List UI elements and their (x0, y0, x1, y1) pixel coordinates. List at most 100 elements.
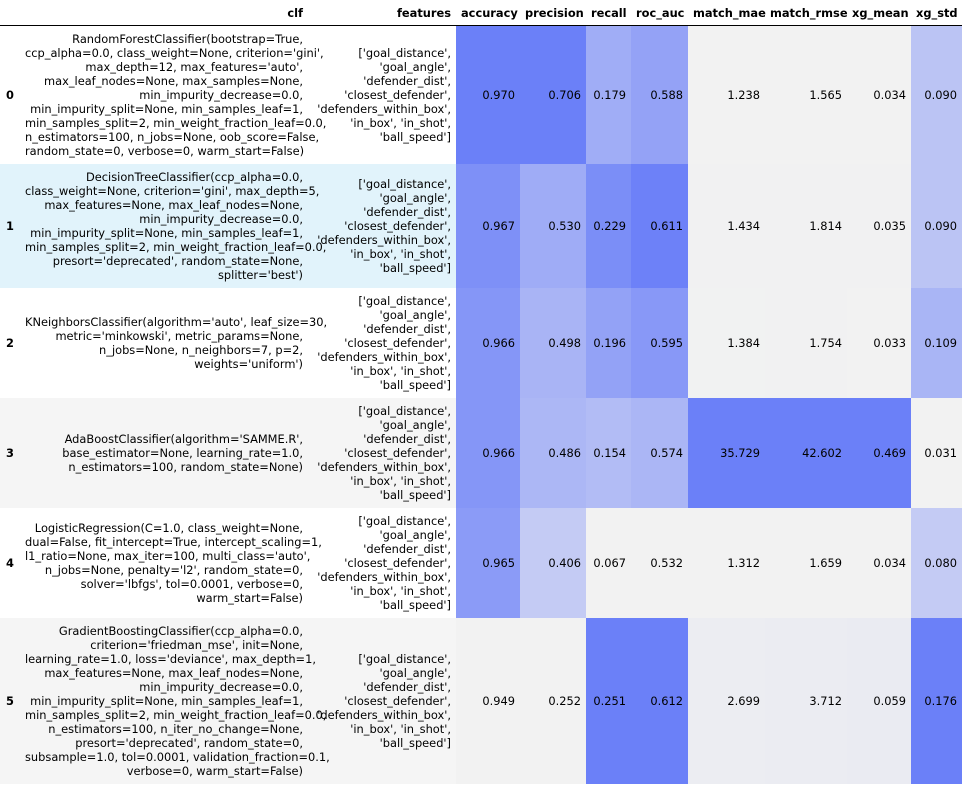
classifier-line: min_impurity_split=None, min_samples_lea… (30, 225, 303, 240)
row-index: 3 (6, 445, 14, 460)
column-header-clf[interactable]: clf (20, 0, 308, 26)
column-header-features[interactable]: features (308, 0, 456, 26)
column-header-xg_std[interactable]: xg_std (911, 0, 962, 26)
table-row: 2 KNeighborsClassifier(algorithm='auto', … (0, 287, 962, 398)
feature-line: 'closest_defender', (344, 218, 451, 233)
classifier-line: learning_rate=1.0, loss='deviance', max_… (25, 651, 316, 666)
column-header-match_mae[interactable]: match_mae (688, 0, 766, 26)
column-header-precision[interactable]: precision (520, 0, 586, 26)
match-mae-cell: 2.699 (688, 617, 765, 784)
column-header-accuracy[interactable]: accuracy (456, 0, 520, 26)
column-header-index[interactable] (0, 0, 20, 26)
feature-line: 'in_box', 'in_shot', (350, 721, 451, 736)
classifier-line: DecisionTreeClassifier(ccp_alpha=0.0, (86, 169, 303, 184)
feature-line: 'ball_speed'] (379, 487, 451, 502)
classifier-line: n_estimators=100, n_iter_no_change=None, (48, 721, 303, 736)
classifier-line: min_samples_split=2, min_weight_fraction… (25, 707, 327, 722)
classifier-line: solver='lbfgs', tol=0.0001, verbose=0, (80, 576, 303, 591)
feature-line: 'defenders_within_box', (317, 232, 451, 247)
classifier-line: max_features=None, max_leaf_nodes=None, (44, 665, 303, 680)
classifier-line: metric='minkowski', metric_params=None, (55, 328, 303, 343)
column-header-roc_auc[interactable]: roc_auc (631, 0, 688, 26)
match-mae-cell: 35.729 (688, 397, 765, 508)
feature-line: 'ball_speed'] (379, 597, 451, 612)
column-header-match_rmse[interactable]: match_rmse (765, 0, 848, 26)
feature-line: ['goal_distance', (358, 45, 451, 60)
feature-line: ['goal_distance', (358, 651, 451, 666)
feature-line: 'ball_speed'] (379, 260, 451, 275)
feature-line: 'closest_defender', (344, 693, 451, 708)
classifier-line: splitter='best') (217, 267, 303, 282)
feature-line: 'ball_speed'] (379, 735, 451, 750)
row-index: 2 (6, 335, 14, 350)
classifier-line: presort='deprecated', random_state=0, (75, 735, 303, 750)
column-header-xg_mean[interactable]: xg_mean (847, 0, 911, 26)
xg-mean-cell: 0.059 (847, 617, 911, 784)
feature-line: 'defender_dist', (363, 541, 451, 556)
match-rmse-cell: 3.712 (765, 617, 847, 784)
feature-line: 'defenders_within_box', (317, 101, 451, 116)
feature-line: ['goal_distance', (358, 403, 451, 418)
roc-auc-cell: 0.611 (631, 163, 688, 288)
feature-line: ['goal_distance', (358, 293, 451, 308)
table-row: 4 LogisticRegression(C=1.0, class_weight=… (0, 507, 962, 618)
classifier-cell: KNeighborsClassifier(algorithm='auto', l… (20, 288, 327, 398)
accuracy-cell: 0.970 (456, 25, 520, 164)
classifier-line: min_impurity_decrease=0.0, (139, 87, 303, 102)
match-mae-cell: 1.312 (688, 507, 765, 618)
match-mae-cell: 1.238 (688, 25, 765, 164)
features-cell: ['goal_distance','goal_angle','defender_… (308, 398, 456, 508)
feature-line: 'closest_defender', (344, 445, 451, 460)
accuracy-cell: 0.966 (456, 397, 520, 508)
xg-std-cell: 0.031 (911, 397, 962, 508)
classifier-line: verbose=0, warm_start=False) (126, 763, 303, 778)
xg-std-cell: 0.109 (911, 287, 962, 398)
xg-mean-cell: 0.034 (847, 507, 911, 618)
feature-line: 'closest_defender', (344, 555, 451, 570)
feature-line: 'in_box', 'in_shot', (350, 473, 451, 488)
feature-line: 'goal_angle', (379, 527, 451, 542)
roc-auc-cell: 0.595 (631, 287, 688, 398)
feature-line: 'closest_defender', (344, 335, 451, 350)
column-header-recall[interactable]: recall (586, 0, 631, 26)
roc-auc-cell: 0.532 (631, 507, 688, 618)
features-cell: ['goal_distance','goal_angle','defender_… (308, 288, 456, 398)
classifier-line: max_features=None, max_leaf_nodes=None, (44, 197, 303, 212)
recall-cell: 0.179 (586, 25, 631, 164)
roc-auc-cell: 0.588 (631, 25, 688, 164)
xg-mean-cell: 0.034 (847, 25, 911, 164)
classifier-line: n_jobs=None, penalty='l2', random_state=… (44, 562, 303, 577)
xg-std-cell: 0.090 (911, 163, 962, 288)
classifier-line: l1_ratio=None, max_iter=100, multi_class… (25, 548, 311, 563)
classifier-line: min_impurity_split=None, min_samples_lea… (30, 693, 303, 708)
classifier-line: max_leaf_nodes=None, max_samples=None, (44, 73, 303, 88)
xg-std-cell: 0.090 (911, 25, 962, 164)
classifier-line: RandomForestClassifier(bootstrap=True, (72, 31, 303, 46)
match-rmse-cell: 1.659 (765, 507, 847, 618)
classifier-line: class_weight=None, criterion='gini', max… (25, 183, 320, 198)
feature-line: 'ball_speed'] (379, 129, 451, 144)
accuracy-cell: 0.965 (456, 507, 520, 618)
recall-cell: 0.251 (586, 617, 631, 784)
table-row: 1 DecisionTreeClassifier(ccp_alpha=0.0, cl… (0, 163, 962, 288)
feature-line: 'closest_defender', (344, 87, 451, 102)
classifier-line: n_estimators=100, n_jobs=None, oob_score… (25, 129, 320, 144)
classifier-line: min_samples_split=2, min_weight_fraction… (25, 239, 327, 254)
classifier-line: warm_start=False) (196, 590, 303, 605)
recall-cell: 0.196 (586, 287, 631, 398)
header-row: clf features accuracy precision recall roc_au… (0, 0, 962, 26)
classifier-cell: LogisticRegression(C=1.0, class_weight=N… (20, 508, 322, 618)
features-cell: ['goal_distance','goal_angle','defender_… (308, 508, 456, 618)
table-body: 0 RandomForestClassifier(bootstrap=True, c… (0, 25, 962, 784)
classifier-line: n_jobs=None, n_neighbors=7, p=2, (99, 342, 303, 357)
feature-line: 'goal_angle', (379, 417, 451, 432)
match-rmse-cell: 1.565 (765, 25, 847, 164)
recall-cell: 0.067 (586, 507, 631, 618)
precision-cell: 0.252 (520, 617, 586, 784)
classifier-line: AdaBoostClassifier(algorithm='SAMME.R', (64, 431, 303, 446)
recall-cell: 0.154 (586, 397, 631, 508)
match-rmse-cell: 1.814 (765, 163, 847, 288)
table-row: 3 AdaBoostClassifier(algorithm='SAMME.R',… (0, 397, 962, 508)
classifier-line: random_state=0, verbose=0, warm_start=Fa… (25, 143, 305, 158)
